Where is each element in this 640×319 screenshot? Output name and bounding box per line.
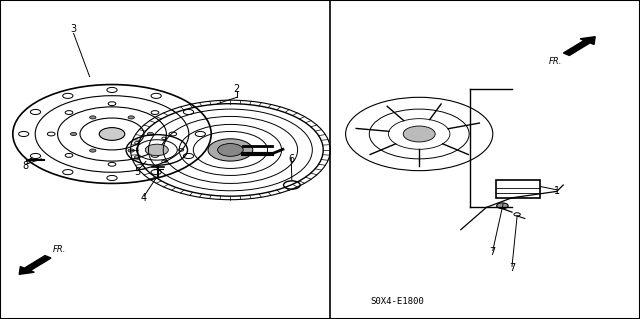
- Circle shape: [90, 149, 96, 152]
- Text: 8: 8: [22, 161, 29, 171]
- Text: 4: 4: [141, 193, 147, 203]
- Circle shape: [70, 132, 77, 136]
- Text: FR.: FR.: [52, 245, 66, 254]
- Circle shape: [99, 128, 125, 140]
- Text: 7: 7: [490, 247, 496, 257]
- Circle shape: [145, 144, 168, 156]
- Text: 5: 5: [134, 167, 141, 177]
- Circle shape: [497, 203, 508, 209]
- Bar: [496, 180, 540, 198]
- Circle shape: [403, 126, 435, 142]
- Text: S0X4-E1800: S0X4-E1800: [370, 297, 424, 306]
- Text: 7: 7: [509, 263, 515, 273]
- Circle shape: [147, 132, 154, 136]
- Text: 3: 3: [70, 24, 77, 34]
- Circle shape: [208, 139, 253, 161]
- Circle shape: [218, 144, 243, 156]
- Text: 2: 2: [234, 84, 240, 94]
- Circle shape: [128, 116, 134, 119]
- Text: 1: 1: [554, 186, 560, 197]
- Circle shape: [90, 116, 96, 119]
- FancyArrow shape: [563, 37, 595, 56]
- Circle shape: [128, 149, 134, 152]
- FancyArrow shape: [19, 256, 51, 274]
- Text: 6: 6: [288, 154, 294, 165]
- Text: FR.: FR.: [548, 57, 562, 66]
